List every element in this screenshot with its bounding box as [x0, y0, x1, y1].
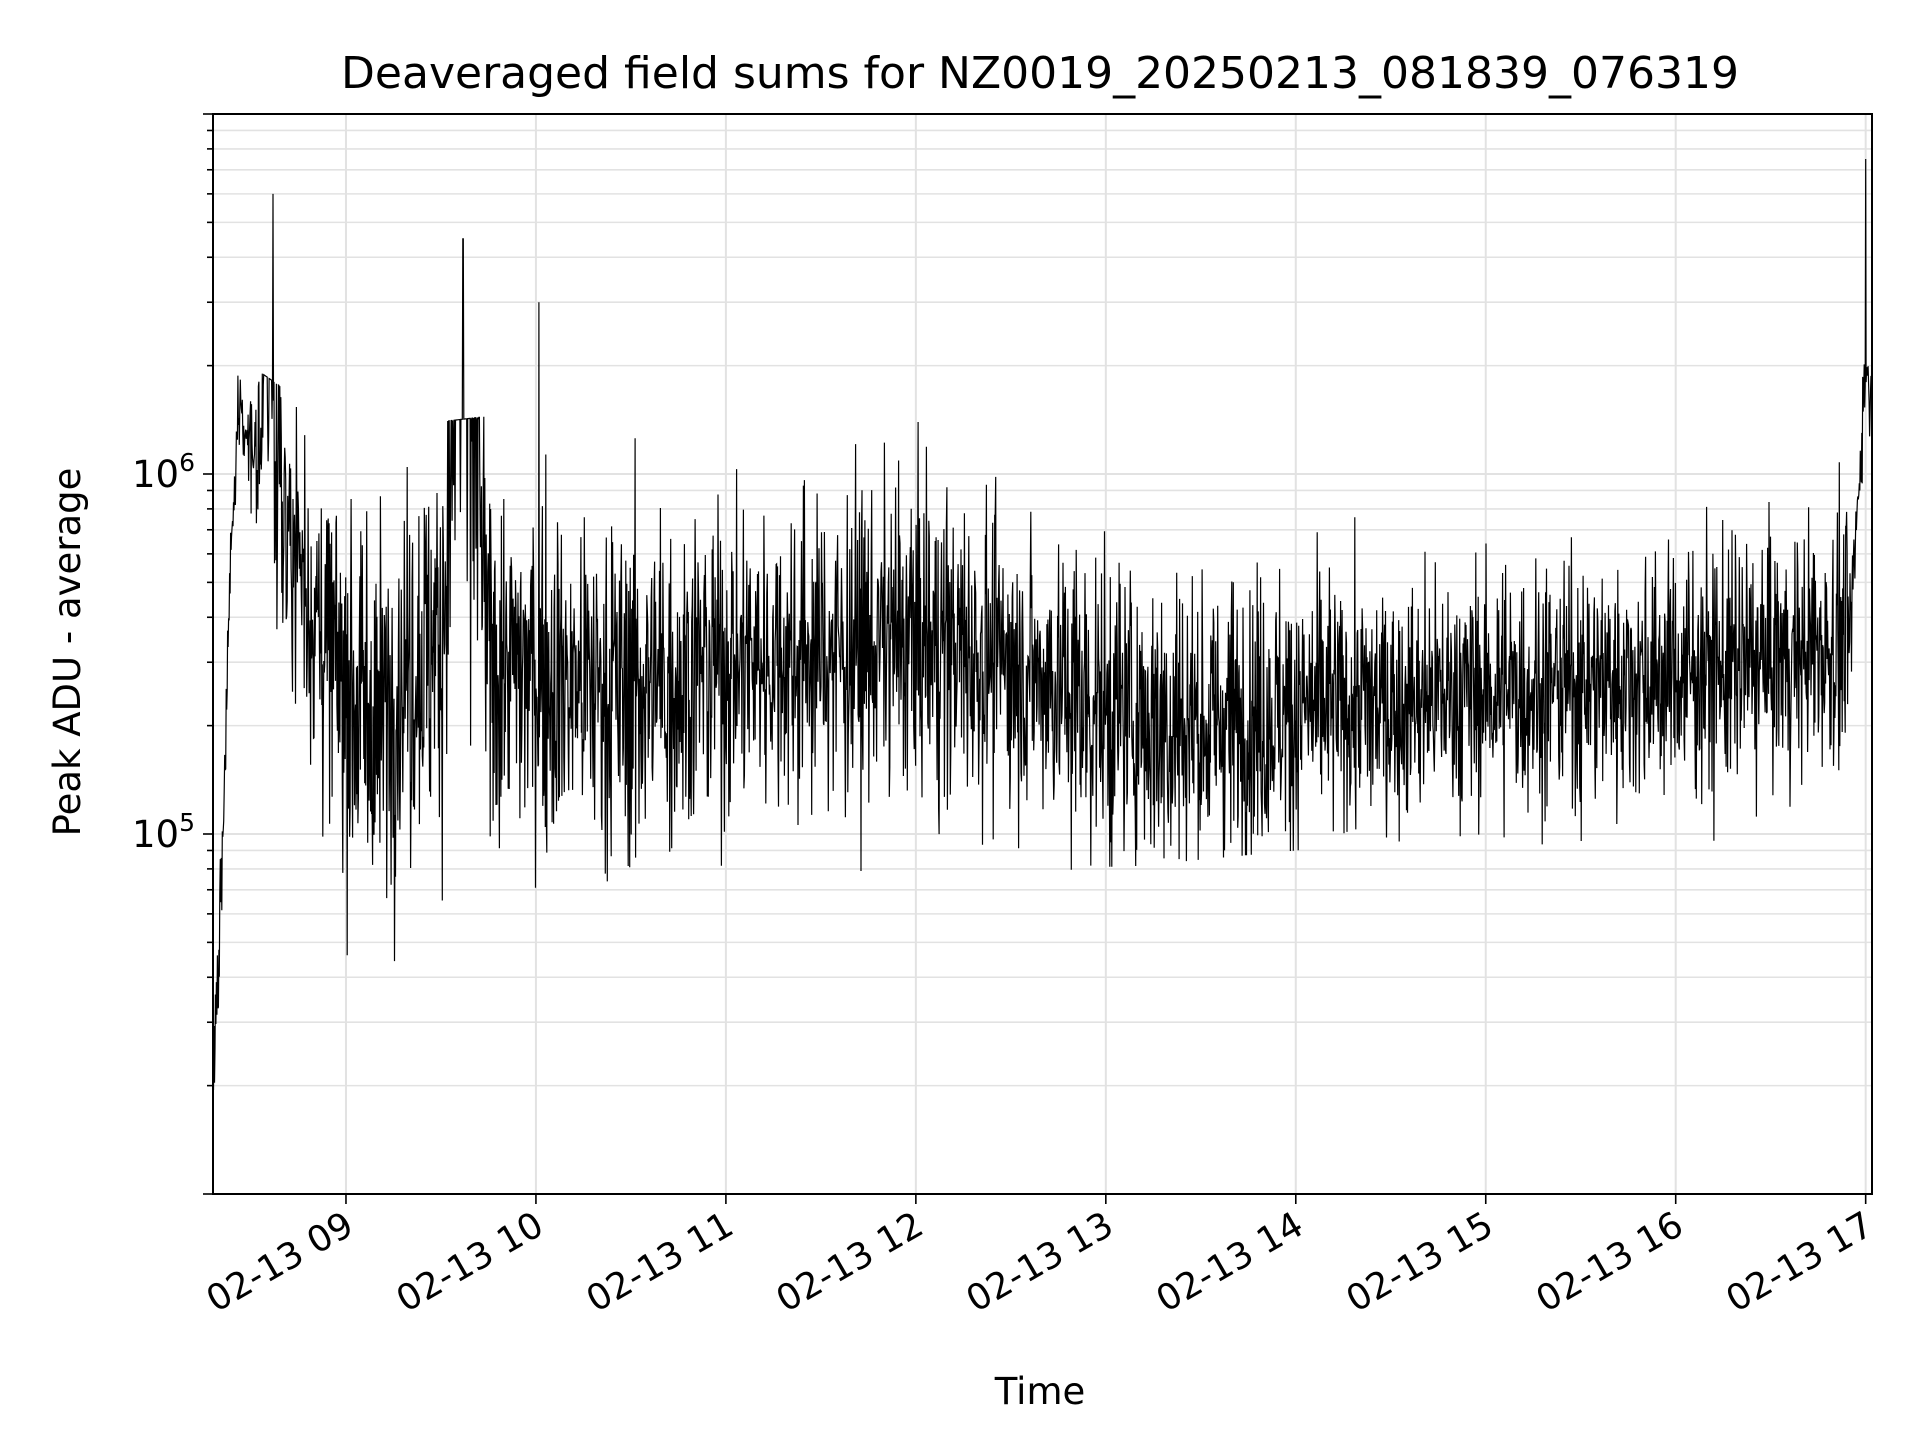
data-series — [212, 158, 1873, 1091]
y-tick-base: 10 — [132, 453, 179, 496]
x-axis-label: Time — [994, 1370, 1086, 1413]
plot-area-frame — [212, 113, 1873, 1195]
chart-title: Deaveraged field sums for NZ0019_2025021… — [341, 48, 1739, 99]
y-tick-exponent: 6 — [179, 448, 195, 477]
data-series-line — [212, 158, 1873, 1091]
y-tick-label: 106 — [132, 448, 195, 496]
y-axis-label: Peak ADU - average — [46, 468, 89, 837]
y-tick-base: 10 — [132, 813, 179, 856]
y-tick-exponent: 5 — [179, 808, 195, 837]
y-tick-label: 105 — [132, 808, 195, 856]
